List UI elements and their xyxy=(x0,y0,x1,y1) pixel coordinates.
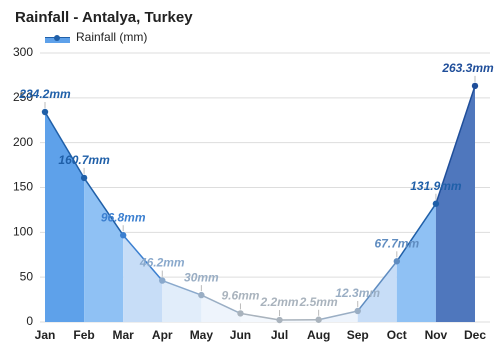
x-tick-label: Feb xyxy=(73,328,94,342)
legend-dot xyxy=(54,35,60,41)
y-tick-label: 100 xyxy=(13,225,33,239)
x-tick-label: Nov xyxy=(425,328,448,342)
area-segment xyxy=(84,177,124,322)
data-point xyxy=(80,174,88,182)
line-segment xyxy=(162,279,202,296)
area-segment xyxy=(435,85,475,322)
area-segment xyxy=(45,112,85,322)
data-point xyxy=(432,200,440,207)
line-segment xyxy=(357,260,398,312)
value-label: 30mm xyxy=(184,270,219,284)
line-segment xyxy=(240,312,280,321)
line-segment xyxy=(83,177,124,236)
data-point xyxy=(471,82,479,90)
y-tick-label: 250 xyxy=(13,90,33,104)
data-point xyxy=(354,307,361,315)
x-tick-label: Sep xyxy=(347,328,369,342)
y-tick-label: 50 xyxy=(20,269,34,283)
value-label: 46.2mm xyxy=(139,256,185,270)
line-segment xyxy=(435,85,476,204)
value-label: 12.3mm xyxy=(335,286,380,300)
x-tick-label: Jan xyxy=(35,328,56,342)
data-point xyxy=(276,316,283,324)
value-label: 234.2mm xyxy=(18,87,71,101)
data-point xyxy=(41,108,49,116)
line-segment xyxy=(396,203,437,262)
y-tick-label: 0 xyxy=(26,314,33,328)
data-point xyxy=(237,310,244,317)
value-label: 263.3mm xyxy=(441,61,494,75)
value-label: 2.2mm xyxy=(260,295,299,309)
value-label: 131.9mm xyxy=(410,179,462,193)
area-segment xyxy=(162,280,202,322)
line-segment xyxy=(44,111,85,179)
value-label: 160.7mm xyxy=(58,153,110,167)
data-point xyxy=(198,291,205,299)
data-point xyxy=(393,258,401,265)
area-segment xyxy=(123,235,163,322)
area-segment xyxy=(396,203,436,322)
data-point xyxy=(159,277,166,284)
x-tick-label: Aug xyxy=(307,328,330,342)
x-tick-label: Mar xyxy=(113,328,135,342)
y-tick-label: 200 xyxy=(13,135,33,149)
line-segment xyxy=(201,294,241,315)
x-tick-label: Apr xyxy=(152,328,173,342)
data-point xyxy=(315,316,322,323)
x-tick-label: May xyxy=(190,328,214,342)
x-tick-label: Jun xyxy=(230,328,251,342)
x-tick-label: Oct xyxy=(387,328,407,342)
data-point xyxy=(119,232,127,239)
value-label: 2.5mm xyxy=(299,295,338,309)
x-tick-label: Dec xyxy=(464,328,486,342)
y-tick-label: 150 xyxy=(13,180,33,194)
chart-title: Rainfall - Antalya, Turkey xyxy=(15,9,193,26)
value-label: 9.6mm xyxy=(221,289,259,303)
area-segment xyxy=(201,295,241,322)
legend-label: Rainfall (mm) xyxy=(76,30,147,44)
y-tick-label: 300 xyxy=(13,45,33,59)
value-label: 67.7mm xyxy=(374,236,419,250)
line-segment xyxy=(318,310,358,321)
area-segment xyxy=(357,261,397,322)
x-tick-label: Jul xyxy=(271,328,288,342)
value-label: 96.8mm xyxy=(101,210,146,224)
line-segment xyxy=(122,234,163,282)
